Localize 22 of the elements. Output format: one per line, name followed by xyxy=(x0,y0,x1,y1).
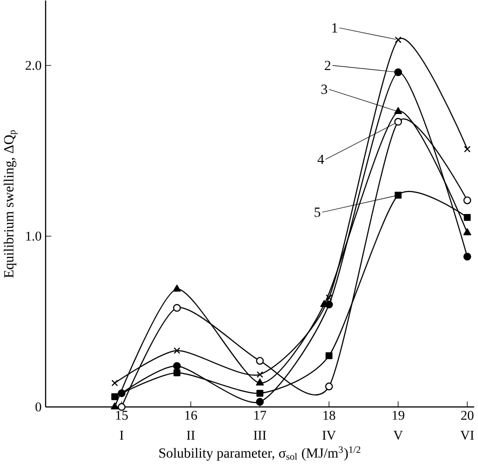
x-tick-label: 20 xyxy=(461,410,474,420)
text: 3 xyxy=(321,84,328,94)
text: III xyxy=(254,430,266,440)
x-tick-label: 17 xyxy=(254,410,266,420)
text: IV xyxy=(322,430,336,440)
x-tick-label: 15 xyxy=(116,410,128,420)
text: 4 xyxy=(318,154,324,164)
text: I xyxy=(120,430,124,440)
legend-label: 2 xyxy=(324,60,330,70)
legend-label: 1 xyxy=(332,23,338,32)
text: V xyxy=(393,430,403,440)
text: VI xyxy=(460,430,474,440)
x-axis-title: Solubility parameter, σ$_{sol}$ (MJ/m$^{3}$)$^{1/2}$ xyxy=(159,446,360,460)
y-tick-label: 1.0 xyxy=(26,232,42,241)
y-tick-label: 0 xyxy=(36,402,42,412)
x-tick-label: 16 xyxy=(185,410,198,420)
x-tick-label: 18 xyxy=(324,410,336,420)
text: 5 xyxy=(314,208,320,217)
y-axis-title: Equilibrium swelling, ΔQ$_{p}$ xyxy=(4,130,18,278)
x-tick-label: 19 xyxy=(392,410,404,420)
y-tick-label: 2.0 xyxy=(26,60,42,70)
text: II xyxy=(186,430,195,440)
